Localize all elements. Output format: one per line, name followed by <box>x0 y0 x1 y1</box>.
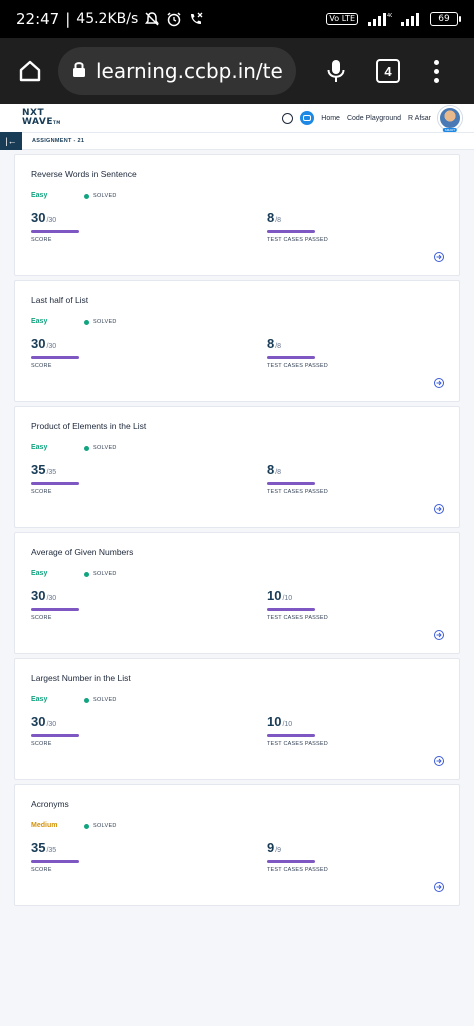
signal-4g-icon: 4G <box>366 12 392 26</box>
score-metric: 30/30 SCORE <box>31 209 79 243</box>
score-progress-bar <box>31 356 79 359</box>
status-dot-icon <box>84 571 89 577</box>
score-progress-bar <box>31 734 79 737</box>
question-title: Product of Elements in the List <box>31 421 147 431</box>
question-title: Last half of List <box>31 295 89 305</box>
arrow-right-icon[interactable] <box>434 630 444 640</box>
solved-status: SOLVED <box>84 319 117 325</box>
question-title: Reverse Words in Sentence <box>31 169 137 179</box>
stopwatch-icon[interactable] <box>282 112 294 124</box>
test-cases-progress-bar <box>267 734 315 737</box>
status-dot-icon <box>84 697 89 703</box>
assignment-header: |← ASSIGNMENT - 21 <box>0 132 474 150</box>
question-card[interactable]: Largest Number in the List Easy SOLVED 3… <box>14 658 460 780</box>
status-bar: 22:47 | 45.2KB/s Vo LTE 4G 69 <box>0 0 474 38</box>
status-dot-icon <box>84 319 89 325</box>
status-dot-icon <box>84 193 89 199</box>
user-name[interactable]: R Afsar <box>408 114 431 122</box>
question-title: Largest Number in the List <box>31 673 131 683</box>
difficulty-badge: Easy <box>31 570 48 577</box>
test-cases-metric: 8/8 TEST CASES PASSED <box>267 336 328 369</box>
arrow-right-icon[interactable] <box>434 252 444 262</box>
score-metric: 30/30 SCORE <box>31 587 79 621</box>
app-header: NXT WAVETM Home Code Playground R Afsar … <box>0 104 474 132</box>
question-card[interactable]: Acronyms Medium SOLVED 35/35 SCORE 9/9 T… <box>14 784 460 906</box>
url-text: learning.ccbp.in/tech-fo <box>96 59 282 83</box>
arrow-right-icon[interactable] <box>434 882 444 892</box>
call-forward-icon <box>188 11 204 27</box>
arrow-right-icon[interactable] <box>434 378 444 388</box>
test-cases-progress-bar <box>267 356 315 359</box>
solved-status: SOLVED <box>84 823 117 829</box>
test-cases-metric: 10/10 TEST CASES PASSED <box>267 588 328 621</box>
lock-icon <box>72 60 86 83</box>
chat-icon[interactable] <box>300 111 315 125</box>
test-cases-progress-bar <box>267 230 315 233</box>
nxtwave-logo[interactable]: NXT WAVETM <box>22 108 61 127</box>
question-card[interactable]: Product of Elements in the List Easy SOL… <box>14 406 460 528</box>
score-metric: 35/35 SCORE <box>31 461 79 495</box>
score-progress-bar <box>31 608 79 611</box>
question-card[interactable]: Reverse Words in Sentence Easy SOLVED 30… <box>14 154 460 276</box>
difficulty-badge: Medium <box>31 822 58 829</box>
question-title: Average of Given Numbers <box>31 547 134 557</box>
test-cases-progress-bar <box>267 608 315 611</box>
address-bar[interactable]: learning.ccbp.in/tech-fo <box>58 47 296 95</box>
difficulty-badge: Easy <box>31 444 48 451</box>
arrow-right-icon[interactable] <box>434 756 444 766</box>
score-metric: 35/35 SCORE <box>31 839 79 873</box>
score-metric: 30/30 SCORE <box>31 335 79 369</box>
solved-status: SOLVED <box>84 193 117 199</box>
test-cases-progress-bar <box>267 482 315 485</box>
alarm-icon <box>166 11 182 27</box>
microphone-icon[interactable] <box>318 53 354 89</box>
arrow-right-icon[interactable] <box>434 504 444 514</box>
tab-switcher-button[interactable]: 4 <box>376 59 400 83</box>
question-list: Reverse Words in Sentence Easy SOLVED 30… <box>14 154 460 910</box>
nav-home-link[interactable]: Home <box>321 114 340 122</box>
test-cases-metric: 10/10 TEST CASES PASSED <box>267 714 328 747</box>
network-speed: 45.2KB/s <box>76 11 139 27</box>
question-card[interactable]: Average of Given Numbers Easy SOLVED 30/… <box>14 532 460 654</box>
difficulty-badge: Easy <box>31 696 48 703</box>
status-dot-icon <box>84 823 89 829</box>
score-progress-bar <box>31 482 79 485</box>
question-card[interactable]: Last half of List Easy SOLVED 30/30 SCOR… <box>14 280 460 402</box>
test-cases-metric: 8/8 TEST CASES PASSED <box>267 462 328 495</box>
test-cases-metric: 8/8 TEST CASES PASSED <box>267 210 328 243</box>
status-dot-icon <box>84 445 89 451</box>
difficulty-badge: Easy <box>31 318 48 325</box>
svg-text:4G: 4G <box>387 13 392 19</box>
overflow-menu-icon[interactable] <box>424 53 448 89</box>
test-cases-progress-bar <box>267 860 315 863</box>
volte-badge: Vo LTE <box>326 13 358 25</box>
solved-status: SOLVED <box>84 697 117 703</box>
nav-code-playground-link[interactable]: Code Playground <box>346 114 402 122</box>
score-progress-bar <box>31 860 79 863</box>
home-icon[interactable] <box>12 53 48 89</box>
solved-status: SOLVED <box>84 571 117 577</box>
score-metric: 30/30 SCORE <box>31 713 79 747</box>
score-progress-bar <box>31 230 79 233</box>
browser-toolbar: learning.ccbp.in/tech-fo 4 <box>0 38 474 104</box>
solved-status: SOLVED <box>84 445 117 451</box>
avatar[interactable]: SMART <box>438 106 462 132</box>
mute-bell-icon <box>144 11 160 27</box>
test-cases-metric: 9/9 TEST CASES PASSED <box>267 840 328 873</box>
difficulty-badge: Easy <box>31 192 48 199</box>
signal-icon <box>400 12 422 26</box>
status-time: 22:47 <box>16 10 60 28</box>
question-title: Acronyms <box>31 799 69 809</box>
battery-icon: 69 <box>430 12 461 26</box>
assignment-title: ASSIGNMENT - 21 <box>32 138 85 144</box>
collapse-sidebar-button[interactable]: |← <box>0 132 22 150</box>
